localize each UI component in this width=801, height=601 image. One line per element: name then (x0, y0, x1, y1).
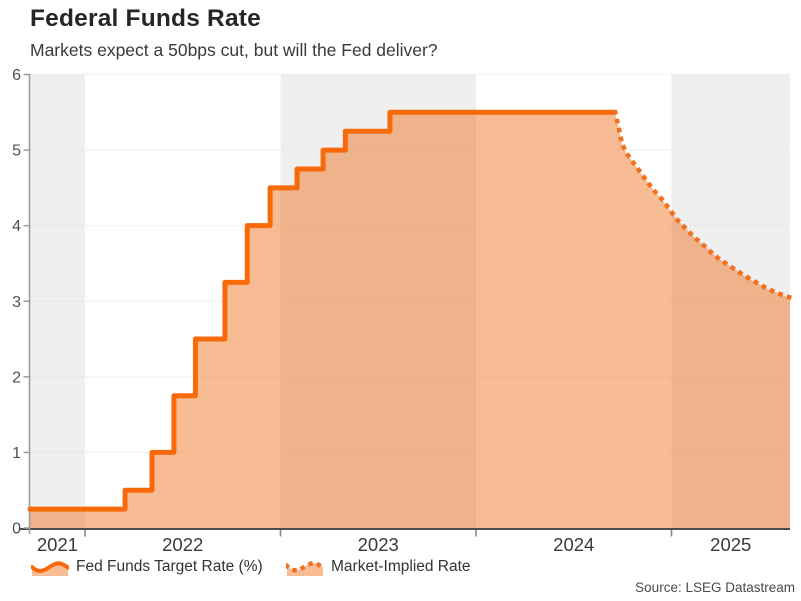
legend-item-target-rate: Fed Funds Target Rate (%) (31, 557, 263, 577)
y-tick-label: 3 (12, 294, 21, 311)
area-fill (30, 112, 790, 529)
x-tick-label: 2025 (710, 534, 751, 555)
source-note: Source: LSEG Datastream (635, 580, 795, 595)
chart-subtitle: Markets expect a 50bps cut, but will the… (30, 40, 438, 60)
y-tick-label: 4 (12, 218, 21, 235)
target-rate-line (27, 109, 618, 512)
y-tick-label: 6 (12, 67, 21, 84)
y-tick-label: 2 (12, 369, 21, 386)
y-tick-label: 1 (12, 445, 21, 462)
legend-item-market-implied: Market-Implied Rate (286, 557, 471, 577)
chart-legend: Fed Funds Target Rate (%) Market-Implied… (0, 557, 801, 579)
legend-label-target-rate: Fed Funds Target Rate (%) (76, 558, 263, 575)
chart-title: Federal Funds Rate (30, 5, 261, 32)
dotted-line-swatch-icon (286, 560, 324, 576)
x-tick-label: 2023 (358, 534, 399, 555)
x-tick-label: 2024 (553, 534, 594, 555)
legend-label-market-implied: Market-Implied Rate (331, 558, 471, 575)
x-tick-label: 2022 (162, 534, 203, 555)
area-line-swatch-icon (31, 560, 69, 576)
y-tick-label: 0 (12, 521, 21, 538)
x-tick-label: 2021 (37, 534, 78, 555)
chart-header: Federal Funds Rate Markets expect a 50bp… (30, 5, 438, 61)
market-implied-line (612, 109, 793, 301)
y-tick-label: 5 (12, 143, 21, 160)
chart-plot-area: 2021 2022 2023 2024 2025 0 1 2 3 4 5 6 (12, 67, 793, 555)
